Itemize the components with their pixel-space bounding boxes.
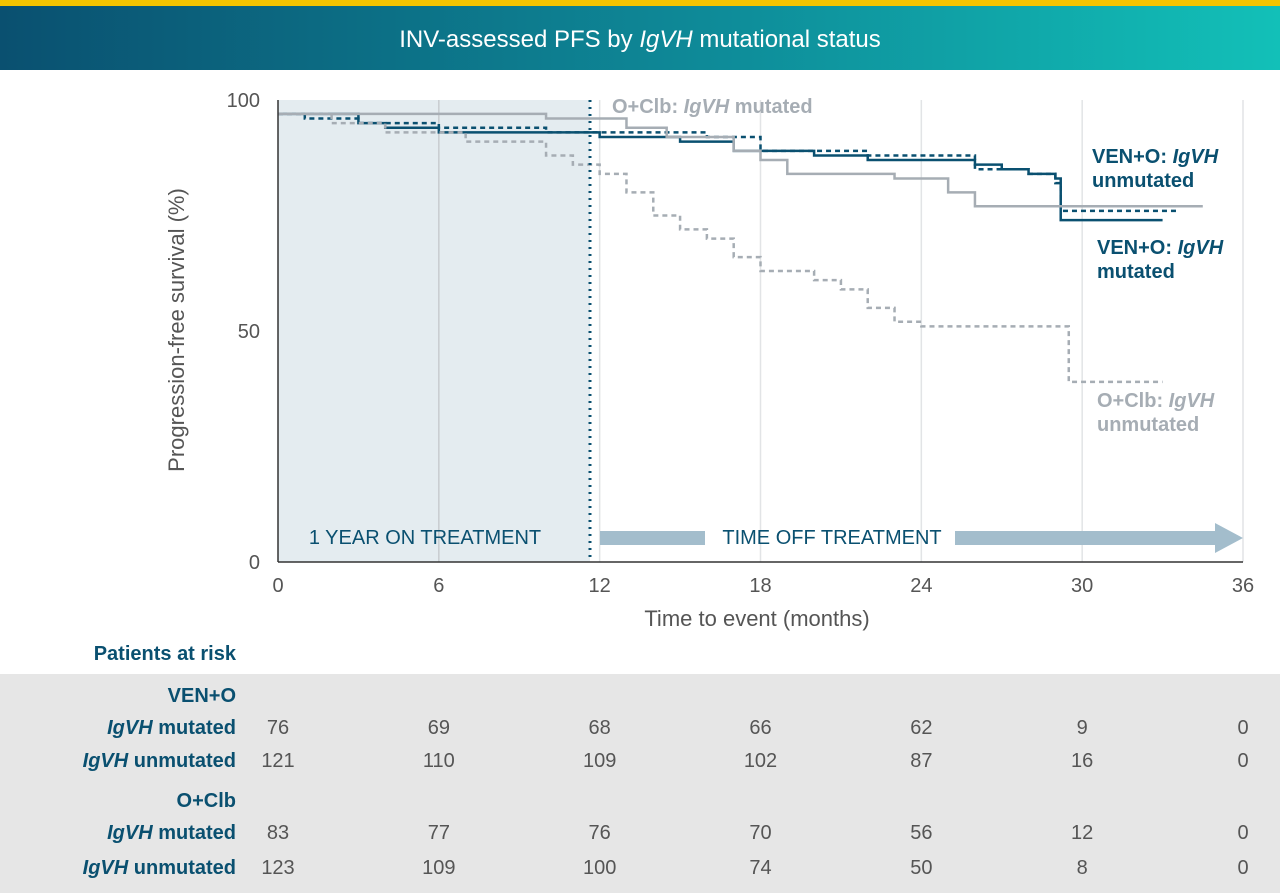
off-treatment-arrow [600, 523, 1243, 553]
risk-value: 123 [261, 857, 295, 879]
risk-value: 87 [910, 750, 933, 772]
risk-row-label: IgVH unmutated [82, 750, 236, 772]
risk-table: VEN+O IgVH mutated IgVH unmutated O+Clb … [0, 674, 1280, 893]
risk-value: 70 [749, 822, 772, 844]
risk-value: 0 [1237, 750, 1249, 772]
series-label: unmutated [1097, 414, 1199, 436]
risk-value: 62 [910, 717, 933, 739]
risk-group-label: VEN+O [167, 685, 236, 707]
risk-value: 77 [427, 822, 450, 844]
x-tick-label: 18 [749, 575, 771, 597]
off-treatment-label: TIME OFF TREATMENT [722, 527, 941, 549]
on-treatment-shade [278, 100, 590, 562]
series-label: unmutated [1092, 170, 1194, 192]
series-label: O+Clb: IgVH [1097, 390, 1215, 412]
risk-value: 0 [1237, 857, 1249, 879]
risk-value: 121 [261, 750, 295, 772]
risk-value: 69 [427, 717, 450, 739]
x-tick-label: 30 [1071, 575, 1093, 597]
risk-value: 66 [749, 717, 772, 739]
y-tick-label: 50 [238, 321, 260, 343]
risk-value: 8 [1076, 857, 1088, 879]
risk-value: 74 [749, 857, 772, 879]
risk-value: 0 [1237, 717, 1249, 739]
x-tick-label: 12 [589, 575, 611, 597]
risk-value: 109 [422, 857, 456, 879]
risk-row-label: IgVH mutated [107, 717, 236, 739]
risk-value: 50 [910, 857, 933, 879]
risk-table-title: Patients at risk [93, 643, 236, 665]
x-axis-label: Time to event (months) [644, 606, 869, 631]
x-tick-label: 6 [433, 575, 444, 597]
risk-value: 16 [1071, 750, 1094, 772]
title-bar: INV-assessed PFS by IgVH mutational stat… [0, 0, 1280, 70]
y-tick-label: 100 [227, 90, 260, 112]
km-curve [278, 112, 1176, 213]
risk-value: 76 [588, 822, 611, 844]
x-tick-label: 36 [1232, 575, 1254, 597]
y-tick-label: 0 [249, 552, 260, 574]
km-curve [278, 112, 1163, 384]
risk-value: 102 [743, 750, 778, 772]
series-label: VEN+O: IgVH [1097, 237, 1224, 259]
risk-group-label: O+Clb [176, 790, 236, 812]
risk-row-label: IgVH unmutated [82, 857, 236, 879]
risk-row-label: IgVH mutated [107, 822, 236, 844]
risk-value: 56 [910, 822, 933, 844]
risk-value: 110 [422, 750, 455, 772]
x-tick-label: 24 [910, 575, 932, 597]
risk-value: 9 [1076, 717, 1088, 739]
risk-value: 76 [266, 717, 290, 739]
series-label: VEN+O: IgVH [1092, 146, 1219, 168]
risk-value: 109 [582, 750, 617, 772]
chart-title: INV-assessed PFS by IgVH mutational stat… [399, 26, 881, 53]
y-axis-label: Progression-free survival (%) [164, 188, 189, 472]
on-treatment-label: 1 YEAR ON TREATMENT [309, 527, 541, 549]
series-label: O+Clb: IgVH mutated [612, 96, 813, 118]
risk-value: 0 [1237, 822, 1249, 844]
risk-value: 68 [588, 717, 611, 739]
risk-value: 83 [266, 822, 290, 844]
km-curve [278, 112, 1203, 208]
x-tick-label: 0 [272, 575, 283, 597]
pfs-chart: 0 6 12 18 24 30 36 0 50 100 Progression-free surv… [164, 90, 1254, 631]
risk-value: 12 [1071, 822, 1094, 844]
series-label: mutated [1097, 261, 1175, 283]
risk-value: 100 [582, 857, 617, 879]
